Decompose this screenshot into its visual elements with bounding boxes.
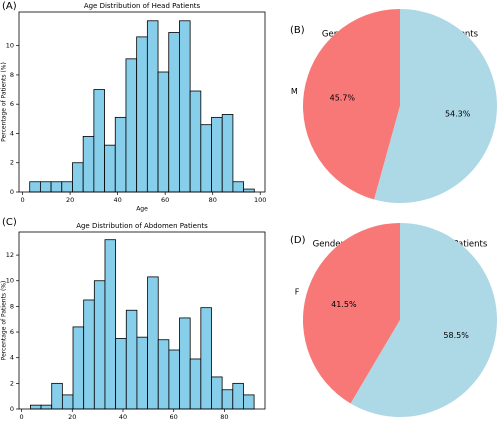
x-tick-label: 80 [209,196,217,204]
y-tick-label: 4 [10,129,14,137]
bar [30,404,42,410]
bar [93,280,106,410]
slice-value-label: 45.7% [330,94,356,103]
slice-value-label: 54.3% [445,109,471,118]
bar [136,336,148,410]
bar [243,188,255,193]
bar [221,389,234,410]
bar [157,71,170,193]
bar [189,90,202,193]
bar [82,135,95,193]
bar [136,36,148,193]
bar [157,339,170,410]
y-tick-label: 12 [6,251,14,259]
bar [83,299,95,410]
bar [232,181,245,193]
y-tick-label: 2 [10,159,14,167]
x-tick-label: 20 [68,413,76,421]
bar [104,144,116,193]
slice-category-label: M [291,87,298,96]
bar [114,116,127,193]
pie-slice [374,9,497,203]
bar [146,20,159,193]
bar [40,404,53,410]
x-tick-label: 60 [161,196,169,204]
bar [61,394,74,410]
bar [232,382,244,410]
bar [72,326,85,410]
slice-category-label: F [295,287,300,296]
bar [125,309,138,410]
pie-slice [350,223,498,417]
bar [104,239,117,410]
bar [211,376,223,410]
y-tick-label: 10 [6,42,14,50]
pie-slice [303,223,400,404]
x-tick-label: 20 [66,196,74,204]
y-tick-label: 0 [10,188,14,196]
x-tick-label: 0 [20,196,24,204]
slice-value-label: 41.5% [331,300,357,309]
y-tick-label: 4 [10,354,14,362]
y-tick-label: 8 [10,71,14,79]
bar [168,349,180,410]
x-tick-label: 40 [119,413,127,421]
bar [115,338,127,410]
bar [39,181,52,193]
x-tick-label: 60 [170,413,178,421]
chart-title: Age Distribution of Abdomen Patients [76,222,208,230]
bar [29,181,41,193]
bar [200,307,212,410]
x-tick-label: 80 [220,413,228,421]
x-axis-label: Age [136,206,148,213]
panel-label: (C) [2,217,17,228]
bar [179,20,191,193]
bar [200,124,212,193]
x-tick-label: 100 [254,196,266,204]
bar [243,394,255,410]
plot-frame [18,11,266,193]
bar [189,358,202,410]
bar [72,162,84,193]
bar [125,58,138,193]
panel-label: (A) [2,1,17,12]
bar [221,114,234,193]
slice-value-label: 58.5% [443,331,469,340]
panel-label: (B) [290,25,305,36]
y-axis-label: Percentage of Patients (%) [1,62,8,142]
bar [50,181,63,193]
chart-title: Age Distribution of Head Patients [84,2,201,10]
y-tick-label: 0 [10,405,14,413]
bar [211,116,223,193]
y-tick-label: 2 [10,379,14,387]
bar [93,89,105,193]
bar [168,32,180,193]
plot-frame [18,231,266,410]
bar [179,317,191,410]
y-tick-label: 10 [6,277,14,285]
panel-label: (D) [290,235,306,246]
y-tick-label: 6 [10,100,14,108]
pie-slice [302,9,400,200]
y-axis-label: Percentage of Patients (%) [1,281,8,361]
x-tick-label: 0 [19,413,23,421]
y-tick-label: 6 [10,328,14,336]
bar [147,276,159,410]
bar [61,181,73,193]
x-tick-label: 40 [113,196,121,204]
y-tick-label: 8 [10,302,14,310]
bar [51,382,63,410]
